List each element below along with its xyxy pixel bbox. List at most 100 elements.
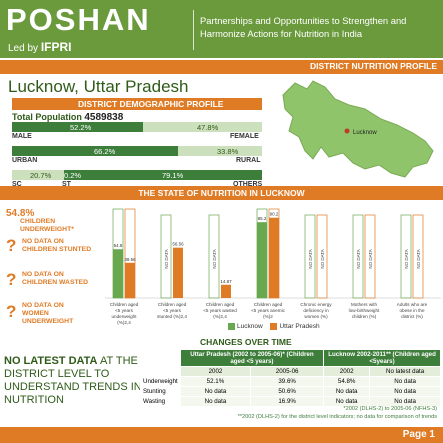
data-label: 85.2 — [258, 216, 267, 221]
category-label: district (%) — [401, 314, 423, 319]
rural-pct: 33.8% — [217, 147, 239, 156]
question-icon: ? — [6, 236, 17, 255]
table-row: Underweight 52.1% 39.6% 54.8% No data — [140, 376, 441, 387]
no-data-bar — [400, 214, 412, 299]
category-label: women (%) — [304, 314, 328, 319]
no-data-bar — [412, 214, 424, 299]
no-data-bar — [304, 214, 316, 299]
no-data-label: NO DATA — [164, 249, 169, 268]
legend-lucknow: Lucknow — [237, 323, 263, 331]
profile-bar: DISTRICT NUTRITION PROFILE — [0, 60, 443, 74]
category-label: stunted (%)2,4 — [157, 314, 187, 319]
lucknow-dot — [344, 128, 350, 134]
sc-pct: 20.7% — [30, 171, 52, 180]
data-label: 90.2 — [270, 212, 279, 217]
chart-bar — [125, 262, 135, 298]
no-data-label: NO DATA — [404, 249, 409, 268]
category-label: Mothers with — [351, 302, 377, 307]
no-data-bar — [364, 214, 376, 299]
chart-legend: Lucknow Uttar Pradesh — [222, 323, 320, 330]
category-label: Chronic energy — [300, 302, 332, 307]
category-label: deficiency in — [303, 308, 329, 313]
sex-ratio-bar: 52.2% 47.8% — [12, 122, 262, 132]
table-cell: No data — [179, 386, 252, 397]
legend-up: Uttar Pradesh — [279, 323, 320, 331]
led-by: Led by IFPRI — [8, 40, 71, 54]
table-cell: No data — [369, 396, 441, 407]
sc-label: SC — [12, 181, 22, 188]
state-of-nutrition-title: THE STATE OF NUTRITION IN LUCKNOW — [0, 186, 443, 200]
wasted-label: NO DATA ON CHILDREN WASTED — [22, 271, 89, 286]
total-population-label: Total Population — [12, 112, 82, 122]
page-footer: Page 1 — [0, 427, 443, 443]
category-label: (%)2,4 — [213, 314, 227, 319]
uttar-pradesh-map: Lucknow — [282, 80, 434, 178]
up-swatch — [270, 323, 278, 330]
no-data-bar — [352, 214, 364, 299]
category-label: <5 years — [115, 308, 133, 313]
no-latest-data-note: NO LATEST DATA AT THE DISTRICT LEVEL TO … — [4, 355, 144, 407]
changes-table: Uttar Pradesh (2002 to 2005-06)* (Childr… — [140, 349, 441, 407]
table-cell: 52.1% — [179, 376, 252, 387]
urban-fill — [12, 146, 178, 156]
urban-rural-bar: 66.2% 33.8% — [12, 146, 262, 156]
urban-pct: 66.2% — [94, 147, 116, 156]
category-label: <5 years wasted — [203, 308, 237, 313]
sc-fill — [12, 170, 65, 180]
lucknow-map-label: Lucknow — [353, 130, 377, 136]
male-pct: 52.2% — [70, 123, 92, 132]
st-pct: 0.2% — [64, 171, 82, 180]
question-icon: ? — [6, 270, 17, 289]
category-label: low-birthweight — [349, 308, 380, 313]
state-outline — [282, 80, 434, 178]
footnote-1: *2002 (DLHS-2) to 2005-06 (NFHS-3) — [343, 406, 437, 412]
poshan-logo: POSHAN — [6, 2, 151, 37]
chart-bar — [173, 247, 183, 298]
year-cell: No latest data — [369, 366, 441, 377]
table-row: Stunting No data 50.6% No data No data — [140, 386, 441, 397]
category-label: (%)2 — [263, 314, 273, 319]
category-label: obese in the — [399, 308, 424, 313]
table-cell: No data — [369, 386, 441, 397]
lucknow-header: Lucknow 2002-2011** (Children aged <5yea… — [323, 349, 441, 367]
year-cell: 2002 — [323, 366, 371, 377]
category-label: children (%) — [352, 314, 377, 319]
male-label: MALE — [12, 133, 32, 140]
category-label: Adults who are — [397, 302, 428, 307]
total-population: Total Population 4589838 — [12, 112, 123, 123]
demographic-title: DISTRICT DEMOGRAPHIC PROFILE — [12, 98, 262, 110]
page-number: Page 1 — [402, 429, 435, 440]
table-cell: 50.6% — [250, 386, 325, 397]
category-label: Children aged — [110, 302, 139, 307]
table-cell: No data — [179, 396, 252, 407]
others-pct: 79.1% — [162, 171, 184, 180]
category-label: <5 years — [163, 308, 181, 313]
row-label: Stunting — [140, 386, 181, 397]
chart-bar — [257, 222, 267, 298]
no-data-label: NO DATA — [416, 249, 421, 268]
category-label: (%)2,4 — [117, 320, 131, 325]
footnote-2: **2002 (DLHS-2) for the district level i… — [237, 414, 437, 420]
question-icon: ? — [6, 302, 17, 321]
no-data-bar — [316, 214, 328, 299]
ifpri-logo: IFPRI — [40, 40, 72, 54]
table-cell: No data — [369, 376, 441, 387]
stunted-label: NO DATA ON CHILDREN STUNTED — [22, 238, 92, 253]
year-cell: 2005-06 — [250, 366, 325, 377]
data-label: 39.56 — [124, 257, 136, 262]
chart-bar — [113, 249, 123, 298]
no-data-bar — [160, 214, 172, 299]
category-label: Children aged — [158, 302, 187, 307]
tagline: Partnerships and Opportunities to Streng… — [200, 15, 407, 39]
header-divider — [193, 10, 194, 50]
category-label: underweight — [111, 314, 137, 319]
table-cell: 39.6% — [250, 376, 325, 387]
row-label: Wasting — [140, 396, 181, 407]
category-label: Children aged — [206, 302, 235, 307]
no-data-label: NO DATA — [356, 249, 361, 268]
data-label: 14.87 — [220, 279, 232, 284]
no-latest-rest: AT THE DISTRICT LEVEL TO UNDERSTAND TREN… — [4, 355, 142, 406]
changes-title: CHANGES OVER TIME — [200, 337, 292, 347]
female-pct: 47.8% — [197, 123, 219, 132]
